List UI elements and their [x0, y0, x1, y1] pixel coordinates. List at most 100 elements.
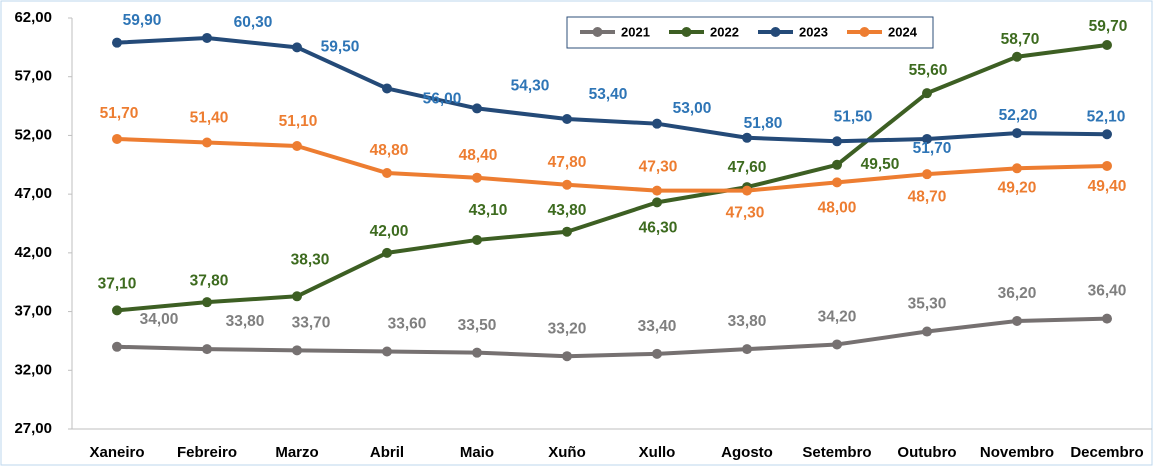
point	[202, 32, 212, 43]
value-label: 33,40	[638, 318, 677, 335]
point	[292, 345, 302, 356]
point	[922, 169, 932, 180]
point	[382, 168, 392, 179]
value-label: 37,80	[190, 272, 229, 289]
value-label: 43,80	[548, 202, 587, 219]
value-label: 51,70	[100, 105, 139, 122]
point	[1012, 128, 1022, 139]
value-label: 51,70	[913, 140, 952, 157]
point	[652, 197, 662, 208]
point	[562, 113, 572, 124]
x-tick-label: Setembro	[802, 444, 871, 461]
value-label: 42,00	[370, 223, 409, 240]
legend-marker	[592, 27, 603, 37]
x-tick-label: Xuño	[548, 444, 586, 461]
value-label: 51,40	[190, 110, 229, 127]
point	[922, 133, 932, 144]
value-label: 33,80	[226, 313, 265, 330]
point	[832, 136, 842, 147]
y-tick-label: 62,00	[14, 9, 52, 26]
value-label: 49,40	[1088, 178, 1127, 195]
value-label: 54,30	[511, 78, 550, 95]
point	[832, 159, 842, 170]
value-label: 47,30	[726, 205, 765, 222]
y-tick-label: 57,00	[14, 68, 52, 85]
point	[742, 344, 752, 355]
point	[652, 185, 662, 196]
value-label: 37,10	[98, 275, 137, 292]
value-label: 38,30	[291, 251, 330, 268]
legend-label: 2022	[710, 24, 739, 39]
value-label: 33,50	[458, 317, 497, 334]
x-tick-label: Agosto	[721, 444, 773, 461]
value-label: 59,90	[123, 12, 162, 29]
x-tick-label: Maio	[460, 444, 494, 461]
point	[382, 346, 392, 357]
point	[1012, 315, 1022, 326]
value-label: 33,60	[388, 316, 427, 333]
value-label: 59,70	[1089, 18, 1128, 35]
y-tick-label: 42,00	[14, 244, 52, 261]
value-label: 51,10	[279, 113, 318, 130]
x-tick-label: Xullo	[639, 444, 676, 461]
point	[202, 297, 212, 308]
value-label: 33,20	[548, 320, 587, 337]
value-label: 36,20	[998, 285, 1037, 302]
value-label: 34,00	[140, 311, 179, 328]
point	[472, 172, 482, 183]
point	[742, 185, 752, 196]
legend-label: 2021	[621, 24, 650, 39]
point	[292, 42, 302, 53]
value-label: 35,30	[908, 296, 947, 313]
value-label: 56,00	[423, 91, 462, 108]
value-label: 52,10	[1087, 108, 1126, 125]
point	[202, 137, 212, 148]
point	[292, 291, 302, 302]
point	[112, 133, 122, 144]
value-label: 47,80	[548, 154, 587, 171]
point	[562, 179, 572, 190]
value-label: 48,00	[818, 199, 857, 216]
y-tick-label: 37,00	[14, 303, 52, 320]
x-tick-label: Outubro	[897, 444, 956, 461]
x-tick-label: Xaneiro	[89, 444, 144, 461]
point	[292, 140, 302, 151]
point	[472, 347, 482, 358]
point	[1102, 313, 1112, 324]
legend-label: 2023	[799, 24, 828, 39]
point	[1102, 40, 1112, 51]
value-label: 52,20	[999, 107, 1038, 124]
point	[472, 103, 482, 114]
value-label: 59,50	[321, 38, 360, 55]
value-label: 46,30	[639, 219, 678, 236]
series-line	[116, 35, 1108, 144]
point	[1102, 160, 1112, 171]
point	[652, 118, 662, 129]
value-label: 51,50	[834, 108, 873, 125]
point	[922, 88, 932, 99]
value-label: 36,40	[1088, 283, 1127, 300]
value-label: 48,80	[370, 142, 409, 159]
value-label: 33,70	[292, 314, 331, 331]
x-tick-label: Abril	[370, 444, 404, 461]
point	[832, 339, 842, 350]
value-label: 58,70	[1001, 31, 1040, 48]
legend-marker	[859, 27, 870, 37]
series-line	[116, 316, 1108, 359]
y-tick-label: 52,00	[14, 126, 52, 143]
point	[1102, 129, 1112, 140]
point	[382, 247, 392, 258]
value-label: 34,20	[818, 309, 857, 326]
y-tick-label: 47,00	[14, 185, 52, 202]
value-label: 47,30	[639, 159, 678, 176]
point	[742, 132, 752, 143]
legend-marker	[770, 27, 781, 37]
value-label: 53,00	[673, 100, 712, 117]
x-tick-label: Novembro	[980, 444, 1054, 461]
point	[382, 83, 392, 94]
y-tick-label: 27,00	[14, 420, 52, 437]
series-line	[116, 136, 1108, 193]
